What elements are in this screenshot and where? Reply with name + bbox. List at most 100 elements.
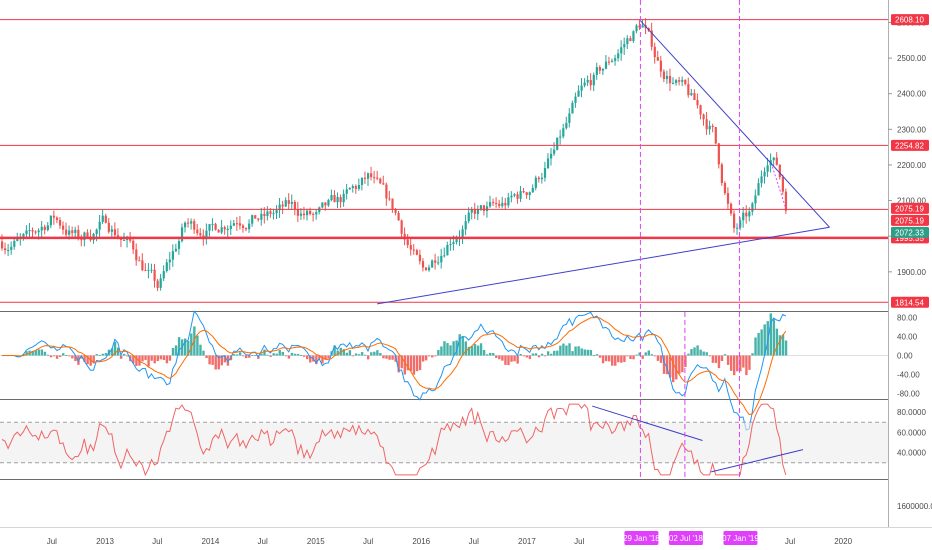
candle[interactable] xyxy=(745,205,748,224)
candle[interactable] xyxy=(507,192,510,208)
candle[interactable] xyxy=(159,274,162,291)
candle[interactable] xyxy=(141,253,144,272)
candle[interactable] xyxy=(193,218,196,234)
candle[interactable] xyxy=(373,170,376,184)
candle[interactable] xyxy=(595,62,598,80)
candle[interactable] xyxy=(638,19,641,30)
candle[interactable] xyxy=(187,218,190,228)
candle[interactable] xyxy=(190,218,193,230)
candle[interactable] xyxy=(330,189,333,202)
candle[interactable] xyxy=(623,37,626,56)
candle[interactable] xyxy=(409,237,412,256)
candle[interactable] xyxy=(180,223,184,243)
candle[interactable] xyxy=(217,229,220,233)
candle[interactable] xyxy=(174,243,178,253)
candle[interactable] xyxy=(739,217,742,231)
candle[interactable] xyxy=(400,219,403,239)
candle[interactable] xyxy=(580,77,583,98)
candle[interactable] xyxy=(357,178,361,191)
candle[interactable] xyxy=(62,221,65,235)
candle[interactable] xyxy=(418,249,422,265)
candle[interactable] xyxy=(519,186,522,202)
candle[interactable] xyxy=(708,120,711,135)
candle[interactable] xyxy=(205,223,208,245)
candle[interactable] xyxy=(766,157,769,177)
candle[interactable] xyxy=(104,213,107,224)
candle[interactable] xyxy=(43,224,46,235)
candle[interactable] xyxy=(257,217,260,222)
candle[interactable] xyxy=(543,161,547,182)
level-price-badge[interactable]: 2254.82 xyxy=(891,139,929,151)
candle[interactable] xyxy=(473,202,476,220)
candle[interactable] xyxy=(498,199,501,209)
candle[interactable] xyxy=(10,241,13,255)
candle[interactable] xyxy=(388,190,391,201)
candle[interactable] xyxy=(165,259,168,273)
candle[interactable] xyxy=(614,54,617,66)
candle[interactable] xyxy=(583,78,586,88)
candle[interactable] xyxy=(74,226,77,239)
candle[interactable] xyxy=(110,225,113,238)
candle[interactable] xyxy=(312,212,315,222)
candle[interactable] xyxy=(144,263,147,272)
candle[interactable] xyxy=(626,35,629,50)
candle[interactable] xyxy=(101,209,104,225)
candle[interactable] xyxy=(733,210,736,233)
candle[interactable] xyxy=(437,256,440,266)
candle[interactable] xyxy=(736,223,739,235)
candle[interactable] xyxy=(287,193,290,210)
candle[interactable] xyxy=(107,217,110,234)
candle[interactable] xyxy=(363,171,367,184)
candle[interactable] xyxy=(46,221,49,232)
candle[interactable] xyxy=(751,201,754,216)
candle[interactable] xyxy=(98,214,101,237)
candle[interactable] xyxy=(546,153,550,169)
descending-trendline[interactable] xyxy=(640,20,830,228)
candle[interactable] xyxy=(656,50,659,61)
candle[interactable] xyxy=(272,208,275,220)
candle[interactable] xyxy=(7,244,10,257)
candle[interactable] xyxy=(156,278,159,292)
candle[interactable] xyxy=(629,35,632,42)
candle[interactable] xyxy=(214,222,217,231)
last-price-badge[interactable]: 2072.33 xyxy=(891,226,929,238)
candle[interactable] xyxy=(705,112,708,135)
candle[interactable] xyxy=(345,183,348,200)
candle[interactable] xyxy=(525,191,528,199)
candle[interactable] xyxy=(55,216,59,224)
candle[interactable] xyxy=(278,198,281,218)
candle[interactable] xyxy=(406,234,409,249)
candle[interactable] xyxy=(662,69,666,83)
candle[interactable] xyxy=(162,265,165,282)
candle[interactable] xyxy=(260,207,263,226)
candle[interactable] xyxy=(342,189,345,207)
candle[interactable] xyxy=(360,177,364,191)
candle[interactable] xyxy=(574,92,577,108)
candle[interactable] xyxy=(251,214,254,227)
candle[interactable] xyxy=(598,65,601,75)
candle[interactable] xyxy=(653,42,656,64)
candle[interactable] xyxy=(440,248,443,269)
level-price-badge[interactable]: 2075.19 xyxy=(891,202,929,214)
candle[interactable] xyxy=(684,79,687,86)
candle[interactable] xyxy=(113,222,117,238)
candle[interactable] xyxy=(327,198,330,208)
candle[interactable] xyxy=(421,258,425,272)
candle[interactable] xyxy=(784,188,788,214)
candle[interactable] xyxy=(513,192,516,198)
candle[interactable] xyxy=(40,221,43,238)
candle[interactable] xyxy=(528,191,531,201)
candle[interactable] xyxy=(428,264,431,272)
candle[interactable] xyxy=(492,198,495,207)
candle[interactable] xyxy=(702,113,705,126)
candle[interactable] xyxy=(620,40,623,61)
candle[interactable] xyxy=(336,192,339,209)
candle[interactable] xyxy=(245,227,248,232)
candle[interactable] xyxy=(522,187,525,194)
candle[interactable] xyxy=(431,259,434,268)
candle[interactable] xyxy=(385,182,388,206)
candle[interactable] xyxy=(266,206,269,221)
candle[interactable] xyxy=(150,263,153,274)
candle[interactable] xyxy=(781,174,784,195)
candle[interactable] xyxy=(659,55,662,78)
